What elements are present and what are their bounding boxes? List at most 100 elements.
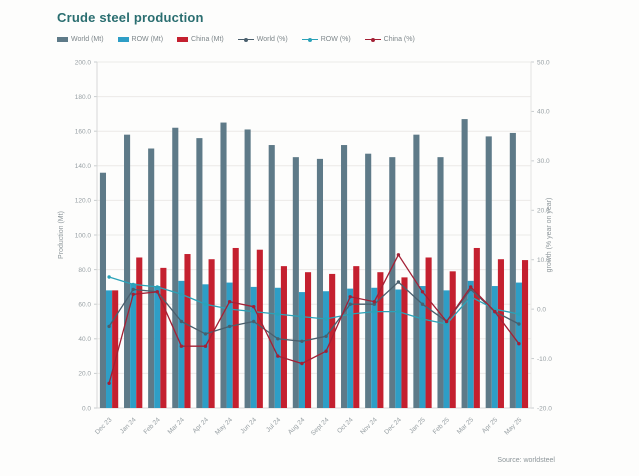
- left-axis-tick-label: 200.0: [75, 59, 92, 66]
- bar-china-mt-mar-25: [473, 247, 480, 408]
- left-axis-tick-label: 0.0: [82, 405, 91, 412]
- right-axis-tick-label: -10.0: [537, 356, 552, 363]
- x-axis-label-jun-24: Jun 24: [239, 416, 258, 435]
- legend-label-row-mt: ROW (Mt): [131, 36, 164, 43]
- x-axis-label-mar-24: Mar 24: [167, 416, 187, 436]
- right-axis-tick-label: 40.0: [537, 109, 550, 116]
- bar-china-mt-dec-23: [112, 290, 119, 408]
- point-row-dec-24: [396, 309, 401, 314]
- point-row-mar-24: [179, 292, 184, 296]
- bar-world-mt-mar-25: [461, 119, 468, 408]
- x-axis-label-dec-24: Dec 24: [383, 416, 403, 436]
- bar-world-mt-apr-25: [485, 136, 492, 408]
- line-series-row: [107, 275, 521, 326]
- bar-world-mt-feb-24: [148, 148, 155, 408]
- point-china-jan-24: [131, 292, 135, 296]
- legend-line-swatch-world: [237, 36, 254, 43]
- bar-row-mt-jun-24: [250, 286, 257, 408]
- point-world-dec-23: [107, 324, 111, 329]
- x-axis-label-aug-24: Aug 24: [287, 416, 307, 436]
- bar-world-mt-apr-24: [196, 138, 203, 408]
- point-world-aug-24: [300, 339, 304, 343]
- bar-china-mt-may-25: [521, 260, 529, 408]
- point-row-may-25: [517, 312, 521, 316]
- point-row-feb-25: [444, 322, 449, 326]
- point-china-jan-25: [420, 290, 425, 294]
- bar-world-mt-may-24: [220, 122, 227, 409]
- bar-world-mt-mar-24: [172, 127, 179, 409]
- point-world-dec-24: [396, 280, 401, 284]
- bar-china-mt-jun-24: [256, 249, 263, 408]
- bar-row-mt-mar-25: [467, 280, 474, 408]
- bar-row-mt-aug-24: [298, 292, 305, 408]
- point-china-dec-23: [107, 381, 111, 385]
- point-row-jun-24: [252, 309, 256, 314]
- bar-row-mt-dec-23: [106, 290, 113, 408]
- point-world-jan-24: [131, 287, 135, 292]
- x-axis-label-mar-25: Mar 25: [456, 416, 476, 436]
- left-axis-tick-label: 40.0: [78, 336, 91, 343]
- point-china-aug-24: [300, 361, 304, 366]
- point-china-sept-24: [324, 349, 328, 353]
- legend-item-row-mt[interactable]: ROW (Mt): [117, 36, 164, 43]
- point-row-oct-24: [348, 312, 352, 316]
- x-axis-label-sept-24: Sept 24: [310, 416, 331, 437]
- bar-row-mt-mar-24: [178, 280, 185, 408]
- right-axis-tick-label: 0.0: [537, 306, 546, 313]
- point-world-jul-24: [276, 337, 280, 341]
- x-axis-label-may-24: May 24: [214, 416, 234, 436]
- x-axis-label-feb-25: Feb 25: [432, 416, 452, 436]
- legend-item-china[interactable]: China (%): [364, 36, 415, 43]
- x-axis-label-dec-23: Dec 23: [94, 416, 114, 436]
- point-row-sept-24: [324, 317, 328, 321]
- point-world-jan-25: [420, 302, 425, 306]
- point-china-jun-24: [252, 305, 256, 309]
- line-series-china: [107, 253, 521, 385]
- left-axis-tick-label: 80.0: [78, 267, 91, 274]
- bar-china-mt-apr-25: [497, 259, 504, 408]
- bar-china-mt-feb-25: [449, 271, 456, 408]
- point-china-nov-24: [372, 300, 376, 304]
- point-row-jan-24: [131, 282, 135, 287]
- x-axis-label-apr-24: Apr 24: [191, 416, 210, 435]
- bar-world-mt-nov-24: [365, 153, 372, 408]
- left-axis-tick-label: 140.0: [75, 163, 92, 170]
- point-world-sept-24: [324, 334, 328, 338]
- legend-label-world-mt: World (Mt): [71, 36, 104, 43]
- legend-item-world-mt[interactable]: World (Mt): [57, 36, 104, 43]
- left-axis-tick-label: 180.0: [75, 94, 92, 101]
- point-row-may-24: [227, 307, 232, 311]
- point-world-may-24: [227, 324, 232, 329]
- left-axis-tick-label: 120.0: [75, 198, 92, 205]
- point-row-jul-24: [276, 312, 280, 316]
- left-axis-tick-label: 20.0: [78, 371, 91, 378]
- bar-world-mt-dec-23: [99, 172, 107, 408]
- point-china-may-24: [227, 300, 232, 304]
- bar-world-mt-sept-24: [316, 158, 324, 408]
- legend-item-world[interactable]: World (%): [237, 36, 288, 43]
- bar-row-mt-nov-24: [371, 287, 378, 408]
- x-axis-label-feb-24: Feb 24: [142, 416, 162, 436]
- bar-china-mt-jan-24: [136, 257, 143, 408]
- right-axis-tick-label: 50.0: [537, 59, 550, 66]
- point-china-dec-24: [396, 253, 401, 257]
- left-axis-tick-label: 100.0: [75, 232, 92, 239]
- x-axis-label-jan-25: Jan 25: [408, 416, 427, 435]
- legend-item-china-mt[interactable]: China (Mt): [177, 36, 224, 43]
- legend-bar-swatch-row-mt: [117, 37, 129, 42]
- line-row: [108, 276, 520, 325]
- point-china-may-25: [517, 342, 521, 346]
- line-series-world: [107, 280, 521, 343]
- bar-china-mt-jan-25: [425, 257, 432, 408]
- legend-item-row[interactable]: ROW (%): [301, 36, 351, 43]
- legend-label-row: ROW (%): [320, 36, 351, 43]
- point-world-may-25: [517, 322, 521, 326]
- bar-china-mt-may-24: [232, 247, 239, 408]
- bar-row-mt-jan-25: [419, 286, 426, 408]
- chart-legend: World (Mt) ROW (Mt) China (Mt) World (%) ROW…: [57, 36, 415, 43]
- point-world-oct-24: [348, 302, 352, 306]
- bar-china-mt-feb-24: [160, 267, 167, 408]
- point-row-dec-23: [107, 275, 111, 279]
